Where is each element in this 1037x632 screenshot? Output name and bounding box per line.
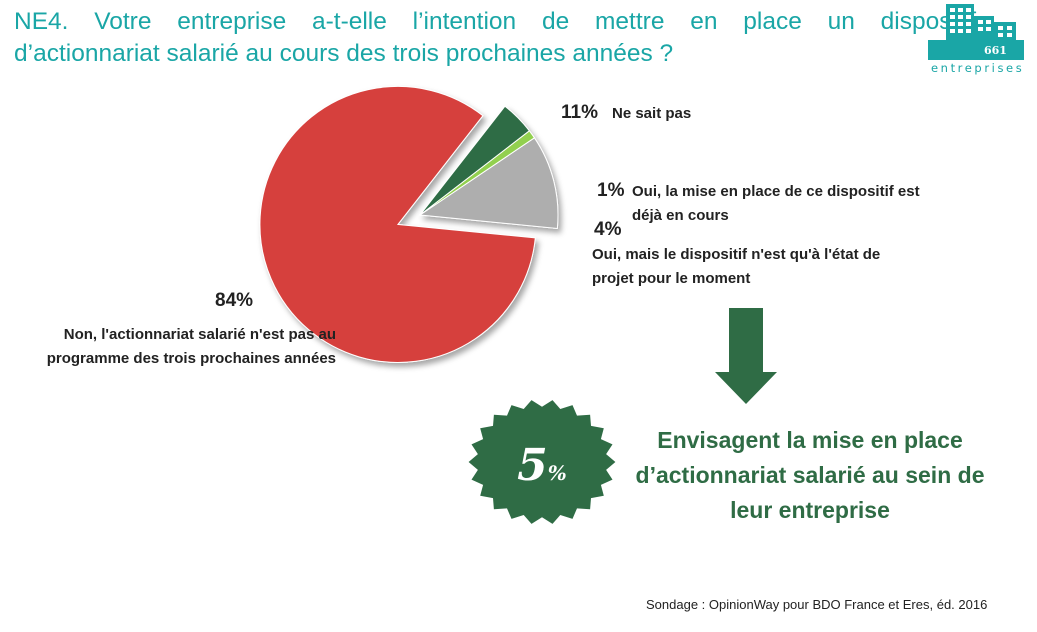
slice-label-ne-sait-pas: Ne sait pas — [612, 105, 692, 122]
slice-pct-en-cours: 1% — [597, 180, 625, 201]
title-line-1: NE4. Votre entreprise a-t-elle l’intenti… — [14, 8, 976, 35]
slice-label-en-cours: Oui, la mise en place de ce dispositif e… — [632, 183, 920, 224]
seal-badge-icon — [468, 400, 616, 524]
title-line-2: d’actionnariat salarié au cours des troi… — [14, 40, 674, 67]
logo-word: entreprises — [931, 61, 1025, 75]
slice-label-projet: Oui, mais le dispositif n'est qu'à l'éta… — [592, 246, 881, 287]
page-title: NE4. Votre entreprise a-t-elle l’intenti… — [14, 6, 976, 70]
slice-pct-non: 84% — [215, 290, 254, 311]
logo-count: 661 — [984, 44, 1007, 57]
callout-text: Envisagent la mise en place d’actionnari… — [635, 427, 985, 523]
pie-slice-ne-sait-pas — [418, 137, 559, 230]
pie-slice-projet — [419, 105, 531, 216]
pie-slice-non — [259, 86, 536, 363]
buildings-logo-icon — [928, 4, 1024, 60]
seal-value: 5% — [517, 440, 567, 491]
slice-pct-ne-sait-pas: 11% — [561, 102, 598, 123]
slice-label-non: Non, l'actionnariat salarié n'est pas au… — [46, 326, 336, 367]
source-note: Sondage : OpinionWay pour BDO France et … — [646, 597, 988, 612]
down-arrow-icon — [715, 308, 777, 404]
slice-pct-projet: 4% — [594, 219, 622, 240]
